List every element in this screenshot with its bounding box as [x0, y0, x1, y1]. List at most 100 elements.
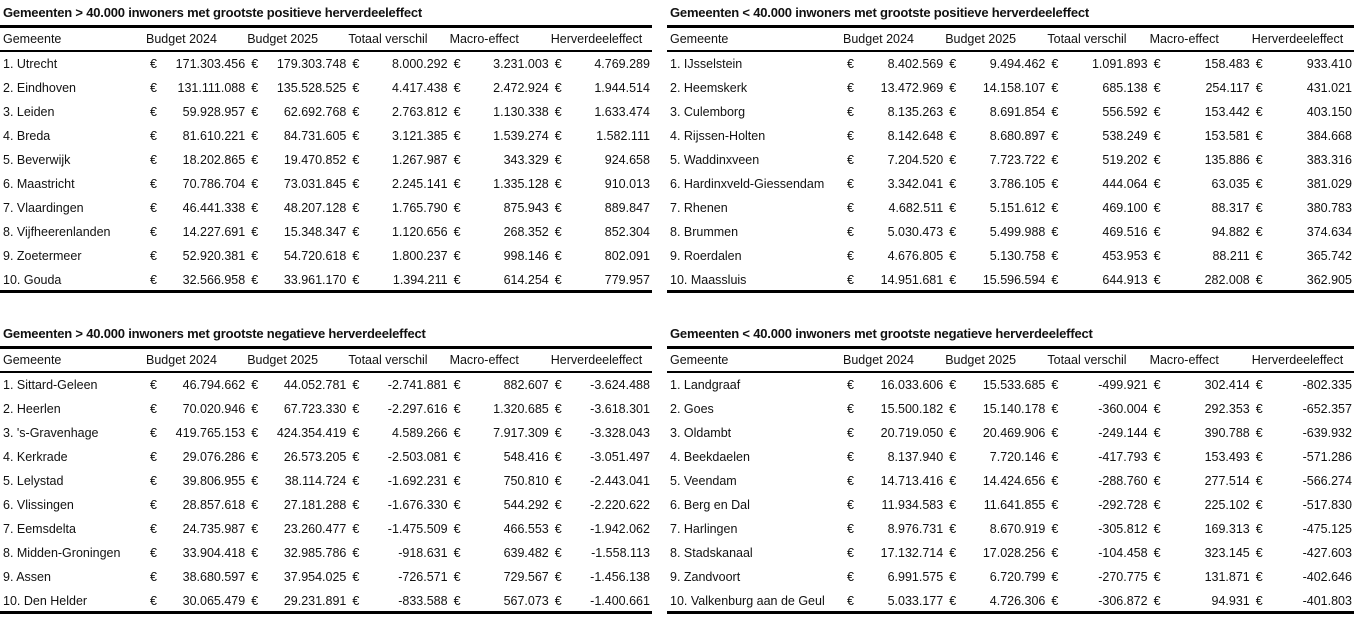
- amount-value: -306.872: [1098, 594, 1148, 608]
- amount-cell: € -1.942.062: [551, 522, 652, 536]
- amount-cell: €6.991.575: [843, 570, 945, 584]
- amount-cell: €1.582.111: [551, 129, 652, 143]
- amount-cell: €38.680.597: [146, 570, 247, 584]
- currency-symbol: €: [352, 378, 360, 392]
- municipality-name: 8. Stadskanaal: [670, 546, 753, 560]
- currency-symbol: €: [1255, 522, 1263, 536]
- amount-value: 889.847: [604, 201, 650, 215]
- amount-cell: €4.726.306: [945, 594, 1047, 608]
- table-row: 4. Kerkrade €29.076.286 €26.573.205 € -2.503…: [0, 445, 652, 469]
- amount-cell: €88.317: [1150, 201, 1252, 215]
- amount-value: 5.130.758: [989, 249, 1046, 263]
- currency-symbol: €: [1051, 402, 1059, 416]
- municipality-name: 3. Leiden: [3, 105, 55, 119]
- table-row: 1. Sittard-Geleen €46.794.662 €44.052.781 €…: [0, 373, 652, 397]
- amount-cell: €8.142.648: [843, 129, 945, 143]
- currency-symbol: €: [150, 570, 157, 584]
- currency-symbol: €: [251, 177, 259, 191]
- header-top-rule: [0, 25, 652, 28]
- amount-cell: €882.607: [450, 378, 551, 392]
- column-header-gemeente: Gemeente: [3, 353, 62, 367]
- amount-cell: €1.633.474: [551, 105, 652, 119]
- amount-value: 14.158.107: [982, 81, 1046, 95]
- currency-symbol: €: [453, 474, 461, 488]
- currency-symbol: €: [352, 249, 360, 263]
- amount-cell: €1.130.338: [450, 105, 551, 119]
- amount-value: 875.943: [503, 201, 549, 215]
- municipality-name: 2. Eindhoven: [3, 81, 76, 95]
- currency-symbol: €: [1153, 474, 1161, 488]
- currency-symbol: €: [554, 522, 562, 536]
- amount-value: 8.142.648: [887, 129, 944, 143]
- amount-cell: € -1.676.330: [348, 498, 449, 512]
- amount-cell: € -726.571: [348, 570, 449, 584]
- currency-symbol: €: [150, 153, 157, 167]
- amount-value: -1.456.138: [590, 570, 650, 584]
- amount-cell: € -427.603: [1252, 546, 1354, 560]
- amount-value: -402.646: [1302, 570, 1352, 584]
- currency-symbol: €: [1153, 177, 1161, 191]
- amount-cell: € -360.004: [1047, 402, 1149, 416]
- currency-symbol: €: [847, 378, 854, 392]
- amount-cell: €268.352: [450, 225, 551, 239]
- amount-cell: €8.000.292: [348, 57, 449, 71]
- currency-symbol: €: [352, 546, 360, 560]
- currency-symbol: €: [1153, 273, 1161, 287]
- currency-symbol: €: [1153, 153, 1161, 167]
- amount-cell: €323.145: [1150, 546, 1252, 560]
- amount-cell: €875.943: [450, 201, 551, 215]
- currency-symbol: €: [352, 201, 360, 215]
- table-bottom-rule: [667, 611, 1354, 614]
- amount-value: 9.494.462: [989, 57, 1046, 71]
- amount-value: 24.735.987: [182, 522, 246, 536]
- amount-value: 39.806.955: [182, 474, 246, 488]
- amount-cell: €2.245.141: [348, 177, 449, 191]
- municipality-name: 5. Waddinxveen: [670, 153, 760, 167]
- amount-value: 88.317: [1211, 201, 1250, 215]
- amount-value: 14.951.681: [880, 273, 944, 287]
- amount-value: -2.741.881: [387, 378, 448, 392]
- amount-value: 383.316: [1306, 153, 1352, 167]
- currency-symbol: €: [949, 105, 957, 119]
- amount-cell: €11.934.583: [843, 498, 945, 512]
- currency-symbol: €: [1153, 570, 1161, 584]
- municipality-name: 8. Brummen: [670, 225, 739, 239]
- amount-value: 135.528.525: [276, 81, 347, 95]
- amount-cell: € -2.220.622: [551, 498, 652, 512]
- currency-symbol: €: [352, 498, 360, 512]
- column-header-gemeente: Gemeente: [3, 32, 62, 46]
- amount-cell: €46.794.662: [146, 378, 247, 392]
- amount-cell: €254.117: [1150, 81, 1252, 95]
- amount-value: 390.788: [1204, 426, 1250, 440]
- currency-symbol: €: [949, 378, 957, 392]
- amount-cell: €153.581: [1150, 129, 1252, 143]
- table-row: 6. Berg en Dal €11.934.583 €11.641.855 € -29…: [667, 493, 1354, 517]
- currency-symbol: €: [1153, 105, 1161, 119]
- amount-value: 3.342.041: [887, 177, 944, 191]
- column-header: Totaal verschil: [348, 32, 428, 46]
- currency-symbol: €: [847, 570, 854, 584]
- currency-symbol: €: [1051, 249, 1059, 263]
- amount-value: 5.033.177: [887, 594, 944, 608]
- amount-value: -918.631: [398, 546, 448, 560]
- amount-cell: €1.335.128: [450, 177, 551, 191]
- currency-symbol: €: [554, 402, 562, 416]
- amount-value: 374.634: [1306, 225, 1352, 239]
- amount-value: 153.493: [1204, 450, 1250, 464]
- currency-symbol: €: [352, 474, 360, 488]
- column-header: Budget 2025: [945, 32, 1017, 46]
- amount-cell: € -292.728: [1047, 498, 1149, 512]
- amount-value: 11.641.855: [983, 498, 1046, 512]
- amount-cell: €171.303.456: [146, 57, 247, 71]
- amount-cell: €538.249: [1047, 129, 1149, 143]
- currency-symbol: €: [1255, 81, 1263, 95]
- amount-value: 4.676.805: [887, 249, 944, 263]
- currency-symbol: €: [847, 153, 854, 167]
- currency-symbol: €: [352, 57, 360, 71]
- currency-symbol: €: [1153, 201, 1161, 215]
- amount-cell: €453.953: [1047, 249, 1149, 263]
- municipality-name: 6. Berg en Dal: [670, 498, 750, 512]
- amount-value: 4.726.306: [989, 594, 1046, 608]
- amount-value: 8.000.292: [391, 57, 448, 71]
- table-row: 4. Beekdaelen €8.137.940 €7.720.146 € -417.7…: [667, 445, 1354, 469]
